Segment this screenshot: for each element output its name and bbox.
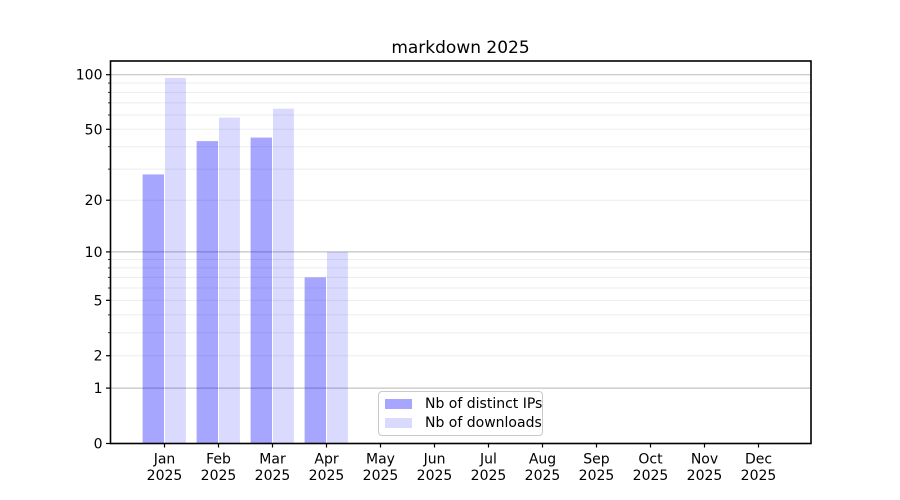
legend: Nb of distinct IPs Nb of downloads <box>378 391 543 436</box>
bar-downloads-Jan <box>165 77 186 444</box>
y-tick-label: 5 <box>94 293 103 309</box>
x-tick-label-year: 2025 <box>363 468 399 484</box>
bar-downloads-Mar <box>273 108 294 444</box>
x-tick-label-year: 2025 <box>633 468 669 484</box>
chart-title: markdown 2025 <box>391 38 530 58</box>
x-tick-label-year: 2025 <box>687 468 723 484</box>
x-tick-label-year: 2025 <box>309 468 345 484</box>
x-tick-label-year: 2025 <box>417 468 453 484</box>
x-tick-label-month: Apr <box>314 452 338 468</box>
x-tick-label-month: May <box>366 452 395 468</box>
legend-swatch-downloads <box>385 417 412 429</box>
x-tick-label-year: 2025 <box>471 468 507 484</box>
legend-item-distinct-ips: Nb of distinct IPs <box>385 396 542 413</box>
legend-swatch-distinct-ips <box>385 398 412 410</box>
bar-distinct-ips-Feb <box>196 141 218 444</box>
x-tick-label-month: Feb <box>206 452 231 468</box>
x-tick-label-month: Jan <box>153 452 176 468</box>
legend-label-downloads: Nb of downloads <box>425 414 542 431</box>
x-tick-label-year: 2025 <box>525 468 561 484</box>
y-tick-label: 100 <box>76 68 103 84</box>
x-tick-label-month: Mar <box>259 452 286 468</box>
y-tick-label: 2 <box>94 349 103 365</box>
x-tick-label-month: Oct <box>638 452 663 468</box>
x-tick-label-year: 2025 <box>147 468 183 484</box>
x-tick-label-month: Aug <box>529 452 556 468</box>
x-tick-label-month: Jun <box>423 452 446 468</box>
x-tick-label-month: Jul <box>479 452 497 468</box>
bar-downloads-Feb <box>219 117 240 444</box>
bar-downloads-Apr <box>327 251 348 444</box>
y-tick-label: 10 <box>85 245 103 261</box>
bar-distinct-ips-Mar <box>250 137 272 444</box>
legend-item-downloads: Nb of downloads <box>385 415 542 432</box>
x-tick-label-year: 2025 <box>255 468 291 484</box>
y-tick-label: 50 <box>85 122 103 138</box>
x-tick-label-year: 2025 <box>741 468 777 484</box>
x-tick-label-year: 2025 <box>201 468 237 484</box>
x-tick-label-month: Sep <box>583 452 610 468</box>
x-tick-label-year: 2025 <box>579 468 615 484</box>
legend-label-distinct-ips: Nb of distinct IPs <box>425 395 543 412</box>
bar-distinct-ips-Jan <box>142 174 164 444</box>
x-tick-label-month: Nov <box>691 452 718 468</box>
y-tick-label: 20 <box>85 193 103 209</box>
y-tick-label: 0 <box>94 437 103 453</box>
x-tick-label-month: Dec <box>745 452 772 468</box>
bar-distinct-ips-Apr <box>304 277 326 444</box>
y-tick-label: 1 <box>94 381 103 397</box>
